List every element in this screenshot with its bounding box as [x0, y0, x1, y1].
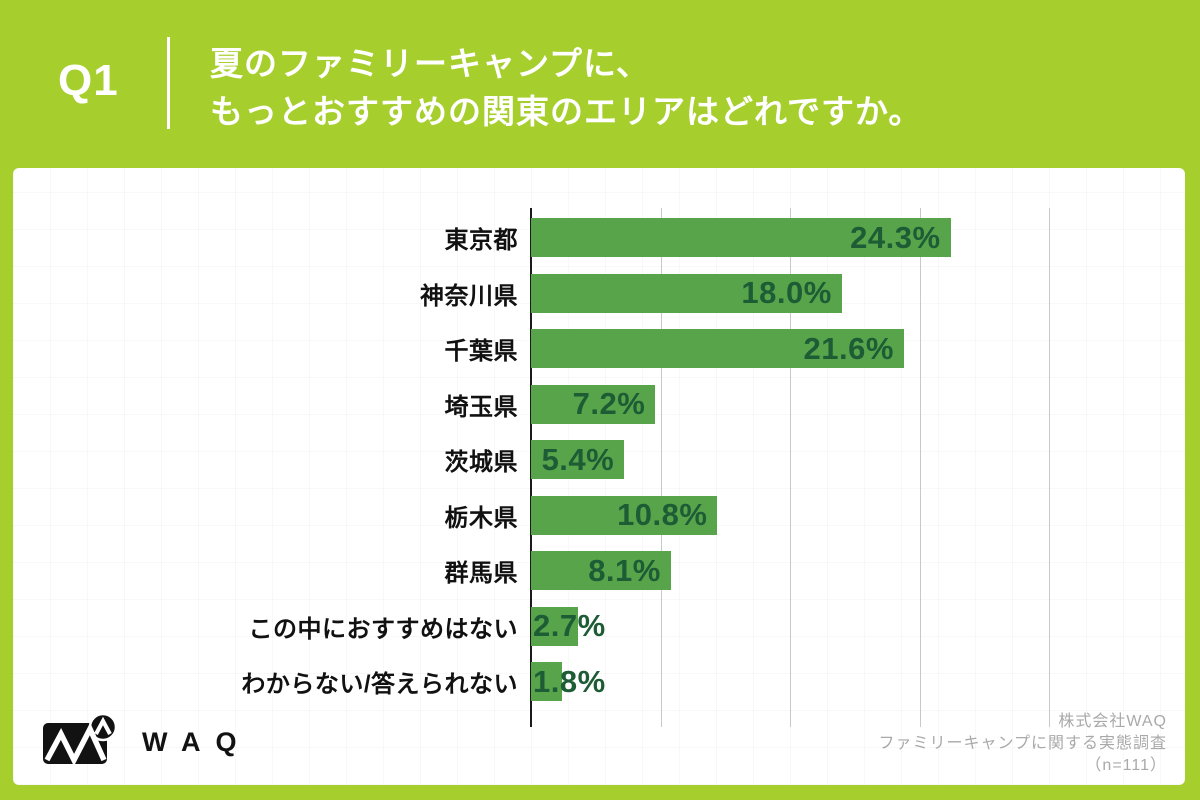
gridline-15pct — [790, 208, 791, 727]
chart-card: 東京都 24.3% 神奈川県 18.0% 千葉県 21.6% 埼玉県 7.2% 茨城県 5.4% 栃… — [13, 168, 1185, 785]
bar: 10.8% — [531, 495, 718, 535]
source-sample-size: （n=111） — [1085, 757, 1167, 774]
bar-track: 21.6% — [531, 329, 1049, 369]
category-label: 東京都 — [444, 227, 518, 255]
bar: 5.4% — [531, 440, 625, 480]
bar-row: この中におすすめはない 2.7% — [13, 599, 1049, 655]
value-label: 10.8% — [617, 497, 708, 533]
bar: 1.8% — [531, 662, 605, 702]
bar-row: 栃木県 10.8% — [13, 488, 1049, 544]
gridline-7.5pct — [660, 208, 662, 727]
value-label: 5.4% — [541, 441, 615, 477]
bar: 7.2% — [531, 384, 656, 424]
bar: 8.1% — [531, 551, 671, 591]
bar-row: 群馬県 8.1% — [13, 543, 1049, 599]
value-label: 7.2% — [572, 386, 646, 422]
category-label: 群馬県 — [444, 560, 518, 588]
bar: 24.3% — [531, 218, 951, 258]
bar-row: 神奈川県 18.0% — [13, 266, 1049, 322]
question-title-line2: もっとおすすめの関東のエリアはどれですか。 — [210, 93, 923, 130]
value-label: 18.0% — [741, 275, 832, 311]
category-label: この中におすすめはない — [248, 615, 518, 643]
waq-logo-icon — [43, 714, 118, 766]
bar: 2.7% — [531, 606, 605, 646]
category-label: わからない/答えられない — [241, 671, 518, 699]
category-label: 千葉県 — [444, 338, 518, 366]
source-company: 株式会社WAQ — [1058, 713, 1167, 730]
bar-track: 24.3% — [531, 218, 1049, 258]
gridline-30pct — [1049, 208, 1050, 727]
bar-track: 7.2% — [531, 384, 1049, 424]
bar-row: 千葉県 21.6% — [13, 321, 1049, 377]
value-label: 21.6% — [803, 330, 894, 366]
category-label: 埼玉県 — [444, 393, 518, 421]
bar-row: 埼玉県 7.2% — [13, 377, 1049, 433]
source-note: 株式会社WAQ ファミリーキャンプに関する実態調査 （n=111） — [878, 711, 1167, 777]
bar-chart: 東京都 24.3% 神奈川県 18.0% 千葉県 21.6% 埼玉県 7.2% 茨城県 5.4% 栃… — [13, 210, 1049, 710]
value-label: 24.3% — [850, 219, 941, 255]
bar-track: 1.8% — [531, 662, 1049, 702]
bar: 18.0% — [531, 273, 842, 313]
bar-track: 8.1% — [531, 551, 1049, 591]
bar-track: 10.8% — [531, 495, 1049, 535]
gridline-22.5pct — [919, 208, 921, 727]
bar-row: 東京都 24.3% — [13, 210, 1049, 266]
question-title-line1: 夏のファミリーキャンプに、 — [210, 45, 651, 82]
question-number: Q1 — [58, 56, 119, 105]
bar-row: わからない/答えられない 1.8% — [13, 654, 1049, 710]
bar: 21.6% — [531, 329, 904, 369]
category-label: 栃木県 — [444, 504, 518, 532]
category-label: 茨城県 — [444, 449, 518, 477]
question-title: 夏のファミリーキャンプに、 もっとおすすめの関東のエリアはどれですか。 — [210, 40, 922, 136]
value-label: 2.7% — [533, 608, 606, 644]
waq-logo-text: WAQ — [142, 726, 252, 757]
question-header: Q1 夏のファミリーキャンプに、 もっとおすすめの関東のエリアはどれですか。 — [0, 0, 1200, 168]
value-label: 1.8% — [533, 663, 606, 699]
bar-row: 茨城県 5.4% — [13, 432, 1049, 488]
waq-logo: WAQ — [42, 714, 252, 766]
value-label: 8.1% — [588, 552, 661, 588]
header-divider — [167, 37, 170, 129]
bar-track: 5.4% — [531, 440, 1049, 480]
category-label: 神奈川県 — [420, 282, 518, 310]
bar-track: 18.0% — [531, 273, 1049, 313]
bar-track: 2.7% — [531, 606, 1049, 646]
source-survey: ファミリーキャンプに関する実態調査 — [878, 735, 1167, 752]
